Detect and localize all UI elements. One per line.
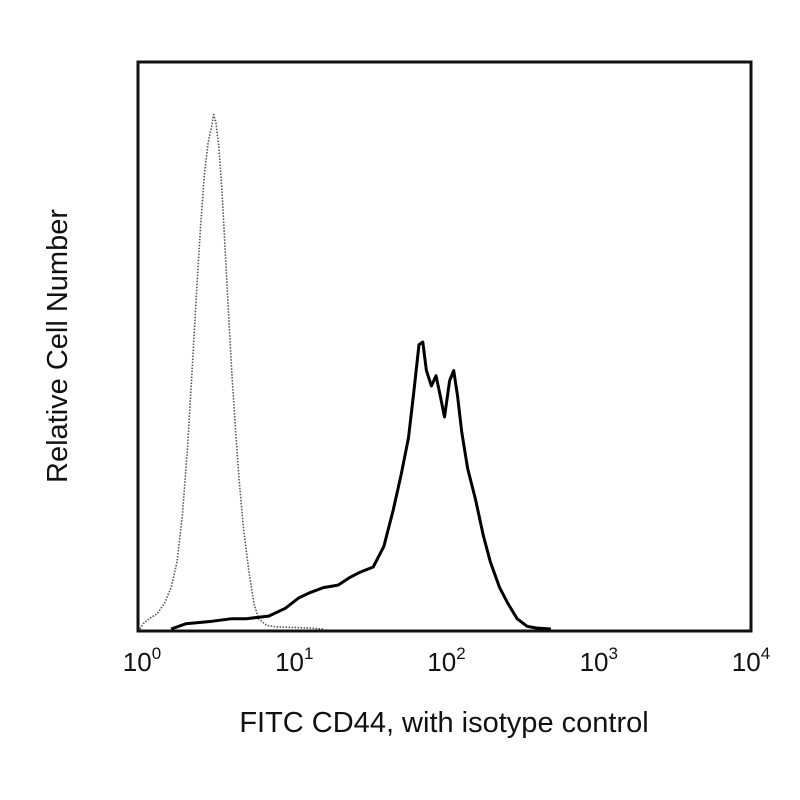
x-tick-labels: 100 101 102 103 104 — [123, 644, 770, 677]
y-axis-label: Relative Cell Number — [42, 209, 74, 483]
cd44-histogram — [170, 340, 552, 631]
x-tick-label: 102 — [427, 644, 465, 677]
x-tick-base: 10 — [275, 647, 304, 677]
x-tick-label: 100 — [123, 644, 161, 677]
x-tick-exponent: 2 — [456, 644, 465, 663]
x-tick-exponent: 1 — [304, 644, 313, 663]
x-tick-label: 103 — [580, 644, 618, 677]
x-tick-label: 101 — [275, 644, 313, 677]
series-layer — [139, 113, 552, 631]
x-tick-label: 104 — [732, 644, 770, 677]
x-tick-exponent: 3 — [609, 644, 618, 663]
x-axis-label: FITC CD44, with isotype control — [239, 707, 648, 739]
isotype-control-histogram — [139, 113, 324, 630]
x-tick-base: 10 — [427, 647, 456, 677]
plot-frame — [136, 60, 753, 633]
x-tick-base: 10 — [580, 647, 609, 677]
x-tick-base: 10 — [123, 647, 152, 677]
x-tick-exponent: 4 — [761, 644, 770, 663]
x-tick-base: 10 — [732, 647, 761, 677]
x-tick-exponent: 0 — [152, 644, 161, 663]
